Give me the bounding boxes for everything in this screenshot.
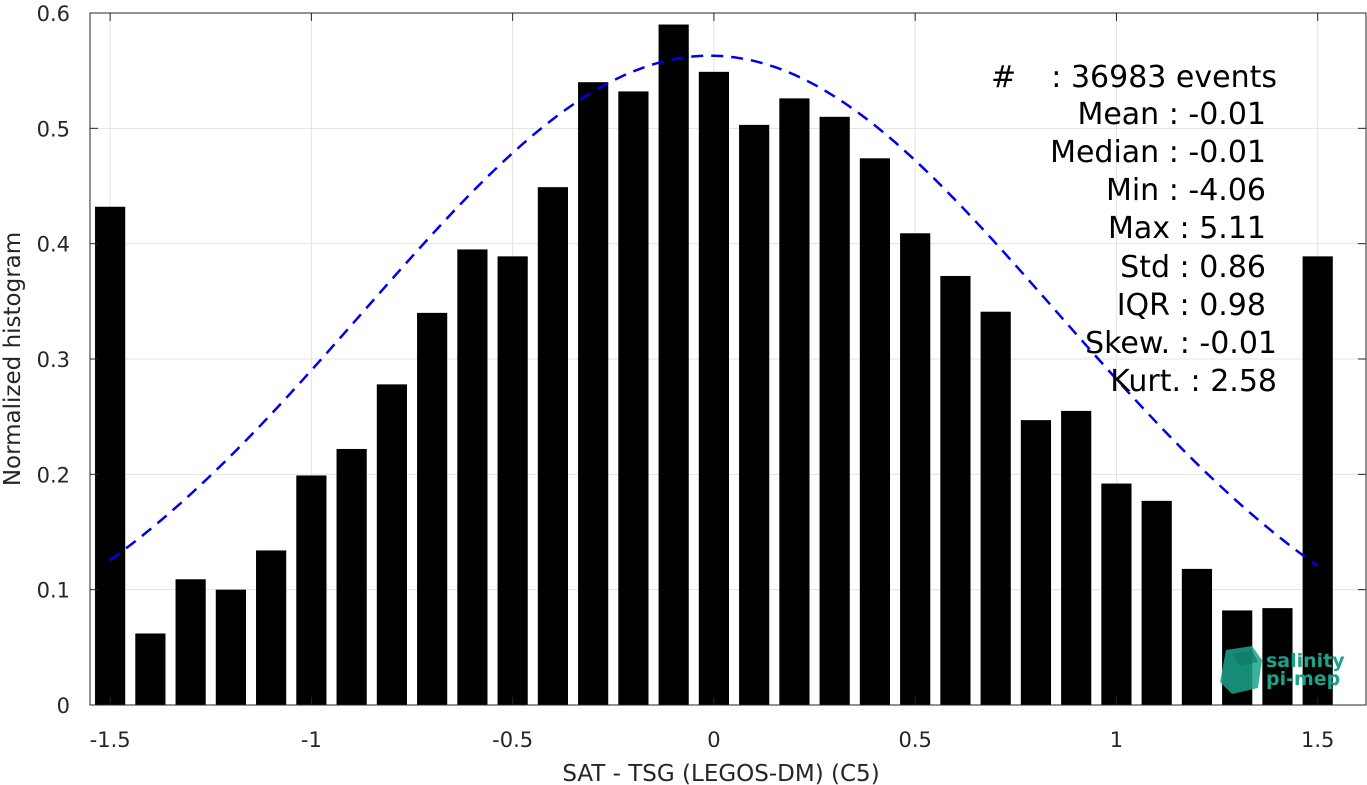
stats-box: # : 36983 events Mean : -0.01 Median : -… (991, 60, 1277, 399)
stat-std: Std : 0.86 (1120, 250, 1266, 285)
histogram-bar (175, 579, 206, 705)
logo-text-pi-mep: pi-mep (1266, 668, 1340, 690)
logo-text-salinity: salinity (1266, 650, 1345, 672)
histogram-bar (658, 24, 689, 706)
salinity-pi-mep-logo: salinity pi-mep (1220, 646, 1345, 694)
histogram-bar (537, 187, 568, 706)
y-tick-label: 0.3 (37, 348, 70, 372)
histogram-bar (1302, 256, 1333, 705)
y-axis-label: Normalized histogram (0, 232, 26, 486)
histogram-bar (457, 249, 488, 705)
stat-median: Median : -0.01 (1050, 135, 1266, 170)
histogram-bar (417, 312, 448, 705)
stat-count: : 36983 events (1051, 60, 1277, 95)
x-axis: -1.5 -1 -0.5 0 0.5 1 1.5 (90, 13, 1334, 752)
x-tick-label: -0.5 (492, 728, 533, 752)
histogram-bar (1262, 608, 1293, 705)
stat-max: Max : 5.11 (1108, 211, 1266, 246)
y-tick-label: 0.4 (37, 233, 70, 257)
histogram-bar (376, 384, 407, 705)
stat-min: Min : -4.06 (1106, 173, 1266, 208)
x-axis-label: SAT - TSG (LEGOS-DM) (C5) (562, 761, 879, 785)
histogram-bar (859, 158, 891, 705)
histogram-bar (980, 311, 1011, 705)
x-tick-label: -1 (301, 728, 322, 752)
histogram-bar (578, 82, 609, 705)
y-tick-label: 0.2 (37, 463, 70, 487)
stat-skew: Skew. : -0.01 (1085, 326, 1277, 361)
histogram-bar (95, 206, 126, 705)
x-tick-label: 1 (1110, 728, 1123, 752)
histogram-bar (1061, 410, 1092, 705)
stat-count-symbol: # (991, 60, 1016, 95)
histogram-bar (497, 256, 528, 705)
histogram-bar (296, 475, 327, 705)
histogram-bar (1101, 483, 1132, 705)
y-tick-label: 0.5 (37, 117, 70, 141)
histogram-bar (819, 116, 850, 706)
histogram-bar (698, 71, 730, 705)
histogram-bar (336, 448, 367, 705)
histogram-bar (256, 550, 287, 705)
stat-iqr: IQR : 0.98 (1117, 288, 1266, 323)
y-tick-label: 0.6 (37, 2, 70, 26)
x-tick-label: 1.5 (1301, 728, 1334, 752)
stat-kurt: Kurt. : 2.58 (1110, 364, 1277, 399)
x-tick-label: -1.5 (90, 728, 131, 752)
histogram-bar (618, 91, 649, 706)
histogram-bar (900, 233, 931, 705)
bars (95, 24, 1333, 706)
histogram-bar (1181, 568, 1213, 705)
stat-mean: Mean : -0.01 (1077, 97, 1266, 132)
histogram-bar (1141, 500, 1172, 705)
histogram-bar (1020, 420, 1052, 705)
x-tick-label: 0 (707, 728, 720, 752)
normal-fit-curve (109, 54, 1319, 568)
histogram-bar (940, 275, 971, 705)
y-axis: 0 0.1 0.2 0.3 0.4 0.5 0.6 (37, 2, 1366, 718)
histogram-bar (739, 124, 770, 705)
histogram-bar (135, 633, 166, 705)
y-tick-label: 0 (57, 694, 70, 718)
y-tick-label: 0.1 (37, 579, 70, 603)
histogram-bar (215, 589, 246, 705)
histogram-bar (779, 98, 810, 705)
x-tick-label: 0.5 (898, 728, 931, 752)
